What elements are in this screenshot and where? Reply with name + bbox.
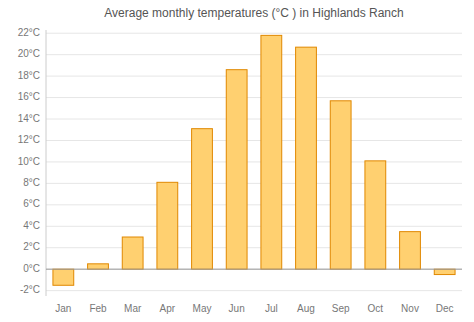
- bar: [192, 129, 213, 270]
- chart: Average monthly temperatures (°C ) in Hi…: [0, 0, 474, 322]
- y-tick-label: -2°C: [20, 284, 40, 295]
- y-tick-label: 8°C: [23, 177, 40, 188]
- x-tick-label: Dec: [436, 303, 454, 314]
- x-tick-label: May: [193, 303, 212, 314]
- y-tick-label: 0°C: [23, 263, 40, 274]
- y-tick-label: 6°C: [23, 198, 40, 209]
- y-tick-label: 10°C: [18, 156, 40, 167]
- x-tick-label: Jul: [265, 303, 278, 314]
- bar: [261, 35, 282, 269]
- bar: [122, 237, 143, 269]
- x-tick-label: Apr: [160, 303, 176, 314]
- grid-line: [46, 183, 462, 184]
- grid-line: [46, 33, 462, 34]
- x-tick-label: Jan: [55, 303, 71, 314]
- x-tick-label: Mar: [124, 303, 142, 314]
- bar: [330, 101, 351, 269]
- x-tick-label: Feb: [89, 303, 107, 314]
- x-tick-label: Aug: [297, 303, 315, 314]
- x-tick-label: Oct: [368, 303, 384, 314]
- x-tick-label: Jun: [229, 303, 245, 314]
- y-tick-label: 12°C: [18, 134, 40, 145]
- grid-line: [46, 204, 462, 205]
- grid-line: [46, 97, 462, 98]
- grid: [46, 33, 462, 290]
- x-tick-label: Nov: [401, 303, 419, 314]
- grid-line: [46, 290, 462, 291]
- y-tick-label: 4°C: [23, 220, 40, 231]
- y-tick-label: 14°C: [18, 113, 40, 124]
- grid-line: [46, 140, 462, 141]
- x-tick-label: Sep: [332, 303, 350, 314]
- grid-line: [46, 119, 462, 120]
- title: Average monthly temperatures (°C ) in Hi…: [104, 6, 403, 20]
- grid-line: [46, 269, 462, 270]
- y-tick-label: 22°C: [18, 27, 40, 38]
- y-tick-label: 20°C: [18, 48, 40, 59]
- y-axis: -2°C 0°C 2°C 4°C 6°C 8°C 10°C 12°C 14°C 16°C 18°C 2…: [18, 27, 46, 296]
- y-tick-label: 16°C: [18, 91, 40, 102]
- bar: [296, 47, 317, 269]
- zero-line: [46, 269, 462, 270]
- bar: [226, 70, 247, 270]
- bar: [400, 232, 421, 270]
- grid-line: [46, 76, 462, 77]
- grid-line: [46, 226, 462, 227]
- bar: [53, 269, 74, 285]
- bar: [88, 264, 109, 269]
- y-tick-label: 18°C: [18, 70, 40, 81]
- grid-line: [46, 54, 462, 55]
- bar: [365, 161, 386, 269]
- page: {"chart_data": {"type": "bar", "title": …: [0, 0, 474, 322]
- bar: [157, 182, 178, 269]
- bars: [53, 35, 455, 285]
- y-tick-label: 2°C: [23, 241, 40, 252]
- x-axis: Jan Feb Mar Apr May Jun Jul Aug Sep Oct Nov Dec: [55, 303, 453, 314]
- bar: [434, 269, 455, 274]
- grid-line: [46, 161, 462, 162]
- y-axis-line: [46, 30, 47, 296]
